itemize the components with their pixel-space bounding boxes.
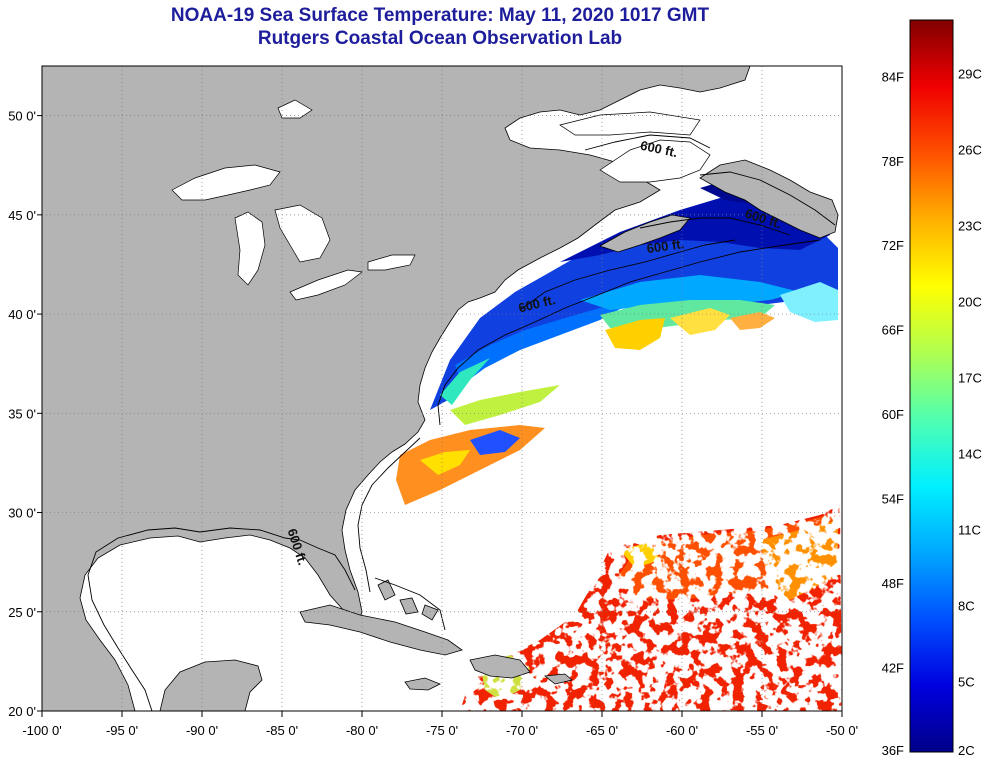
land-newfoundland: [699, 159, 839, 239]
map-title: NOAA-19 Sea Surface Temperature: May 11,…: [170, 5, 710, 26]
colorbar: 36F 42F 48F 54F 60F 66F 72F 78F 84F 2C 5C 8C 11C 14C…: [882, 19, 982, 758]
st-lawrence-gulf: [599, 139, 711, 183]
title-block: NOAA-19 Sea Surface Temperature: May 11,…: [40, 4, 840, 50]
lake-michigan: [234, 211, 266, 286]
colorbar-fahrenheit-labels: 36F 42F 48F 54F 60F 66F 72F 78F 84F: [882, 69, 904, 758]
y-tick-label: 40 0': [8, 307, 36, 322]
colorbar-c-label: 11C: [958, 523, 981, 538]
colorbar-f-label: 60F: [882, 407, 904, 422]
x-tick-label: -80 0': [346, 723, 378, 738]
contour-st-lawrence: [584, 134, 711, 151]
colorbar-c-label: 20C: [958, 295, 982, 310]
lakes: [171, 99, 711, 301]
lake-superior: [171, 164, 281, 201]
colorbar-bar: [909, 19, 954, 753]
x-tick-label: -60 0': [666, 723, 698, 738]
land-puerto-rico: [543, 673, 573, 685]
y-tick-label: 45 0': [8, 208, 36, 223]
land-bahamas-3: [421, 604, 439, 621]
contour-mid-atlantic: [437, 239, 821, 426]
contour-southeast-shelf: [357, 437, 421, 593]
contour-label: 600 ft.: [646, 236, 685, 256]
x-tick-label: -90 0': [186, 723, 218, 738]
y-tick-label: 35 0': [8, 406, 36, 421]
colorbar-c-label: 17C: [958, 371, 982, 386]
land-masses: [42, 66, 839, 711]
land-yucatan: [159, 659, 263, 711]
land-north-america: [42, 66, 751, 711]
hudson-bay-south: [277, 99, 313, 119]
colorbar-c-label: 8C: [958, 599, 975, 614]
labrador-bay: [559, 111, 701, 136]
x-tick-label: -75 0': [426, 723, 458, 738]
grid-lines: [42, 66, 842, 711]
colorbar-c-label: 14C: [958, 447, 982, 462]
colorbar-c-label: 29C: [958, 66, 982, 81]
x-tick-label: -95 0': [106, 723, 138, 738]
sst-warm-southeast: [460, 505, 842, 711]
x-axis: -100 0' -95 0' -90 0' -85 0' -80 0' -75 0' -70…: [22, 711, 858, 738]
land-nova-scotia: [599, 214, 691, 253]
sst-slope-water: [396, 308, 775, 505]
colorbar-f-label: 72F: [882, 238, 904, 253]
colorbar-c-label: 2C: [958, 743, 975, 758]
colorbar-c-label: 5C: [958, 675, 975, 690]
contour-grand-banks: [699, 171, 836, 226]
land-jamaica: [404, 677, 441, 691]
colorbar-c-label: 23C: [958, 219, 982, 234]
colorbar-c-label: 26C: [958, 143, 982, 158]
y-tick-label: 30 0': [8, 506, 36, 521]
land-cuba: [299, 604, 463, 656]
contour-gulf-of-mexico: [87, 527, 356, 711]
map-layers: 600 ft.600 ft.600 ft.600 ft.600 ft.: [42, 66, 842, 711]
colorbar-f-label: 66F: [882, 323, 904, 338]
lake-huron: [274, 204, 331, 263]
x-tick-label: -50 0': [826, 723, 858, 738]
y-tick-label: 25 0': [8, 605, 36, 620]
x-tick-label: -65 0': [586, 723, 618, 738]
colorbar-celsius-labels: 2C 5C 8C 11C 14C 17C 20C 23C 26C 29C: [958, 66, 982, 758]
x-tick-label: -100 0': [22, 723, 61, 738]
colorbar-f-label: 48F: [882, 576, 904, 591]
colorbar-f-label: 84F: [882, 69, 904, 84]
land-hispaniola: [469, 654, 531, 679]
lake-ontario: [367, 254, 416, 271]
map-subtitle: Rutgers Coastal Ocean Observation Lab: [257, 28, 623, 49]
bathymetry-contours: [87, 134, 836, 711]
y-axis: 50 0' 45 0' 40 0' 35 0' 30 0' 25 0' 20 0': [8, 109, 42, 719]
x-tick-label: -70 0': [506, 723, 538, 738]
contour-bahamas: [374, 577, 446, 631]
x-tick-label: -55 0': [746, 723, 778, 738]
colorbar-f-label: 54F: [882, 492, 904, 507]
y-tick-label: 50 0': [8, 109, 36, 124]
colorbar-f-label: 42F: [882, 661, 904, 676]
lake-erie: [289, 269, 363, 301]
colorbar-f-label: 78F: [882, 154, 904, 169]
y-tick-label: 20 0': [8, 704, 36, 719]
sst-field: [396, 176, 842, 711]
contour-gulf-of-maine: [519, 239, 736, 311]
colorbar-f-label: 36F: [882, 743, 904, 758]
x-tick-label: -85 0': [266, 723, 298, 738]
contour-scotian: [639, 217, 791, 236]
